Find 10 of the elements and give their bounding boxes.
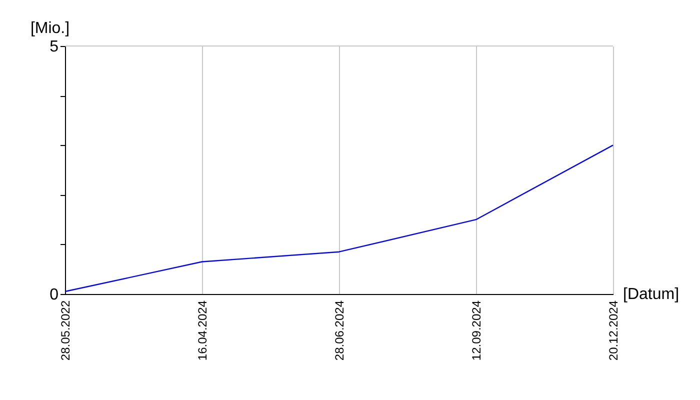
line-series — [64, 144, 614, 292]
y-axis-title: [Mio.] — [30, 20, 70, 37]
x-axis-title: [Datum] — [623, 286, 680, 303]
x-tick-label: 28.05.2022 — [58, 300, 72, 361]
y-tick-label: 5 — [50, 38, 59, 56]
x-tick-label: 16.04.2024 — [196, 300, 210, 361]
x-tick-label: 20.12.2024 — [606, 300, 620, 361]
y-tick-label: 0 — [50, 286, 59, 304]
x-tick-label: 28.06.2024 — [332, 300, 346, 361]
x-tick-label: 12.09.2024 — [470, 300, 484, 361]
